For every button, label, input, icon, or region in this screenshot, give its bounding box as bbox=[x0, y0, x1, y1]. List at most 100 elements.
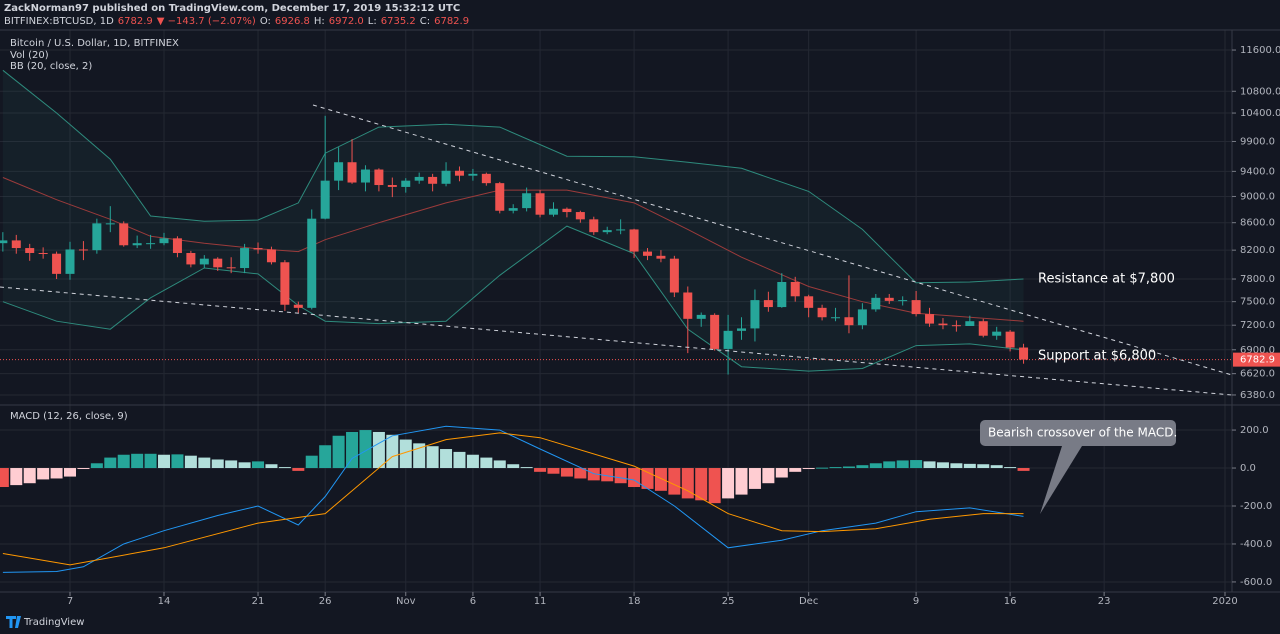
x-tick-label: Nov bbox=[396, 596, 416, 607]
candle-body bbox=[78, 249, 88, 251]
candle-body bbox=[253, 248, 263, 250]
histogram-bar bbox=[37, 468, 50, 480]
histogram-bar bbox=[440, 449, 453, 469]
candle-body bbox=[441, 170, 451, 184]
x-tick-label: Dec bbox=[799, 596, 818, 607]
histogram-bar bbox=[708, 468, 721, 504]
macd-title: MACD (12, 26, close, 9) bbox=[10, 411, 128, 422]
histogram-bar bbox=[695, 468, 708, 501]
bb-upper bbox=[2, 69, 1024, 284]
candle-body bbox=[965, 321, 975, 327]
candle-body bbox=[65, 249, 75, 274]
y-tick-label: 10400.0 bbox=[1240, 108, 1280, 119]
candle-body bbox=[831, 317, 841, 319]
histogram-bar bbox=[184, 455, 197, 469]
candle-body bbox=[280, 262, 290, 305]
macd-line bbox=[2, 432, 1024, 566]
candle-body bbox=[38, 252, 48, 254]
candle-body bbox=[884, 297, 894, 301]
histogram-bar bbox=[748, 468, 761, 489]
candle-body bbox=[804, 296, 814, 308]
histogram-bar bbox=[963, 463, 976, 469]
histogram-bar bbox=[104, 457, 117, 469]
quote-part: C: bbox=[420, 16, 430, 27]
y-tick-label: -200.0 bbox=[1240, 501, 1272, 512]
histogram-bar bbox=[802, 468, 815, 470]
annotation: Support at $6,800 bbox=[1038, 349, 1156, 364]
candle-body bbox=[0, 240, 8, 244]
x-tick-label: 14 bbox=[158, 596, 171, 607]
histogram-bar bbox=[977, 464, 990, 469]
histogram-bar bbox=[292, 468, 305, 471]
candle-body bbox=[186, 252, 196, 265]
candle-body bbox=[750, 300, 760, 329]
annotation: Resistance at $7,800 bbox=[1038, 272, 1175, 287]
histogram-bar bbox=[950, 463, 963, 469]
x-tick-label: 18 bbox=[628, 596, 641, 607]
candle-body bbox=[172, 238, 182, 253]
histogram-bar bbox=[117, 454, 130, 469]
histogram-bar bbox=[171, 454, 184, 469]
candle-body bbox=[871, 297, 881, 310]
candle-body bbox=[992, 331, 1002, 336]
histogram-bar bbox=[144, 453, 157, 469]
histogram-bar bbox=[668, 468, 681, 495]
histogram-bar bbox=[534, 468, 547, 472]
histogram-bar bbox=[829, 467, 842, 469]
y-tick-label: 0.0 bbox=[1240, 463, 1256, 474]
histogram-bar bbox=[735, 468, 748, 495]
candle-body bbox=[616, 229, 626, 231]
x-tick-label: 9 bbox=[913, 596, 919, 607]
candle-body bbox=[240, 248, 250, 269]
candle-body bbox=[226, 267, 236, 269]
histogram-bar bbox=[346, 431, 359, 469]
candle-body bbox=[481, 173, 491, 184]
histogram-bar bbox=[896, 460, 909, 469]
candle-body bbox=[414, 176, 424, 181]
y-tick-label: 200.0 bbox=[1240, 425, 1269, 436]
candle-body bbox=[132, 243, 142, 246]
histogram-bar bbox=[1004, 467, 1017, 469]
y-tick-label: -600.0 bbox=[1240, 577, 1272, 588]
histogram-bar bbox=[520, 467, 533, 469]
candle-body bbox=[844, 317, 854, 326]
x-tick-label: 2020 bbox=[1212, 596, 1237, 607]
histogram-bar bbox=[198, 457, 211, 469]
histogram-bar bbox=[225, 460, 238, 469]
candle-body bbox=[669, 258, 679, 293]
macd-pane bbox=[0, 425, 1030, 573]
candle-body bbox=[320, 180, 330, 219]
candle-body bbox=[293, 304, 303, 308]
candle-body bbox=[468, 173, 478, 176]
histogram-bar bbox=[816, 467, 829, 469]
candle-body bbox=[360, 169, 370, 183]
candle-body bbox=[159, 238, 169, 244]
x-tick-label: 16 bbox=[1004, 596, 1017, 607]
histogram-bar bbox=[789, 468, 802, 472]
histogram-bar bbox=[762, 468, 775, 484]
histogram-bar bbox=[386, 434, 399, 469]
histogram-bar bbox=[319, 445, 332, 469]
callout-text: Bearish crossover of the MACD. bbox=[988, 426, 1177, 440]
x-tick-label: 26 bbox=[319, 596, 332, 607]
histogram-bar bbox=[681, 468, 694, 499]
candle-body bbox=[495, 183, 505, 211]
candle-body bbox=[978, 321, 988, 336]
quote-part: 6782.9 bbox=[434, 16, 469, 27]
candle-body bbox=[213, 258, 223, 268]
candle-body bbox=[92, 223, 102, 251]
candle-body bbox=[307, 218, 317, 308]
quote-part: ▼ −143.7 (−2.07%) bbox=[157, 16, 256, 27]
histogram-bar bbox=[722, 468, 735, 499]
histogram-bar bbox=[856, 465, 869, 469]
quote-part: 6926.8 bbox=[275, 16, 310, 27]
x-tick-label: 23 bbox=[1098, 596, 1111, 607]
candle-body bbox=[951, 325, 961, 327]
quote-part: 6735.2 bbox=[381, 16, 416, 27]
histogram-bar bbox=[50, 468, 63, 479]
candle-body bbox=[535, 193, 545, 215]
candle-body bbox=[522, 193, 532, 209]
histogram-bar bbox=[910, 460, 923, 469]
